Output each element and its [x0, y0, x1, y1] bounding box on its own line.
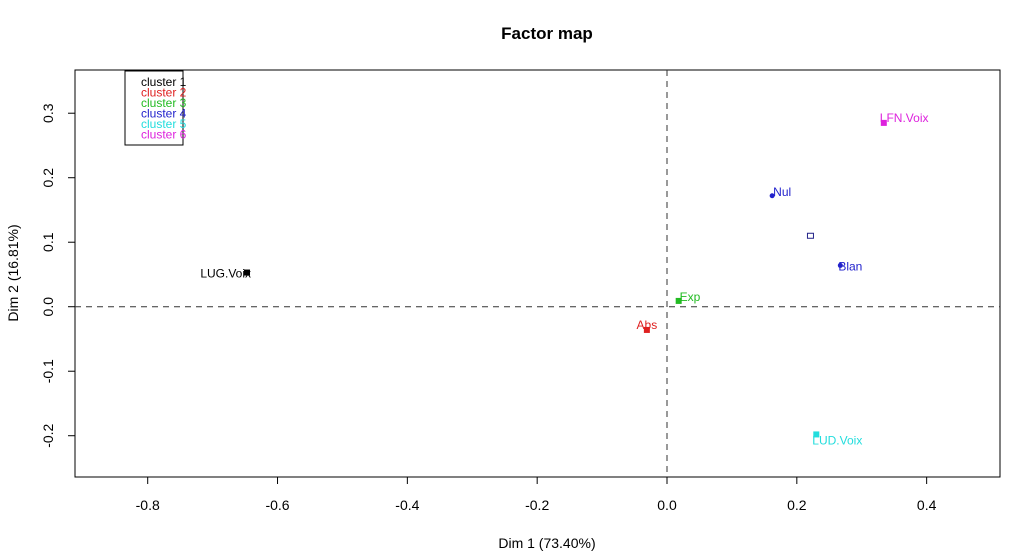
- point-label: LUG.Voix: [200, 267, 251, 281]
- legend-entry: cluster 4: [141, 107, 187, 121]
- legend-box: [124, 70, 184, 146]
- data-point: [769, 193, 775, 199]
- data-point: [643, 326, 650, 333]
- data-point: [244, 269, 251, 276]
- data-point: [675, 297, 682, 304]
- data-point: [880, 119, 887, 126]
- x-tick-label: -0.6: [265, 497, 289, 513]
- y-tick-label: 0.2: [40, 168, 56, 188]
- x-tick-label: -0.2: [525, 497, 549, 513]
- y-tick-label: 0.3: [40, 103, 56, 123]
- point-label: Nul: [773, 185, 791, 199]
- point-label: LUD.Voix: [812, 433, 862, 447]
- point-label: LFN.Voix: [880, 111, 929, 125]
- chart-title: Factor map: [501, 24, 593, 43]
- legend-entry: cluster 6: [141, 128, 187, 142]
- point-label: Blan: [838, 259, 862, 273]
- y-tick-label: 0.0: [40, 297, 56, 317]
- legend-entry: cluster 2: [141, 86, 187, 100]
- legend-entry: cluster 5: [141, 117, 187, 131]
- x-tick-label: -0.4: [395, 497, 419, 513]
- x-tick-label: 0.2: [787, 497, 807, 513]
- data-point: [806, 232, 814, 239]
- x-axis-label: Dim 1 (73.40%): [498, 535, 595, 551]
- x-tick-label: 0.0: [657, 497, 677, 513]
- y-tick-label: -0.2: [40, 423, 56, 447]
- point-label: Exp: [680, 290, 701, 304]
- y-tick-label: 0.1: [40, 232, 56, 252]
- data-point: [837, 262, 843, 268]
- y-axis-label: Dim 2 (16.81%): [5, 224, 21, 321]
- legend-entry: cluster 3: [141, 96, 187, 110]
- x-tick-label: 0.4: [917, 497, 937, 513]
- point-label: Abs: [637, 318, 658, 332]
- legend-entry: cluster 1: [141, 75, 187, 89]
- data-point: [813, 431, 820, 438]
- x-tick-label: -0.8: [136, 497, 160, 513]
- y-tick-label: -0.1: [40, 359, 56, 383]
